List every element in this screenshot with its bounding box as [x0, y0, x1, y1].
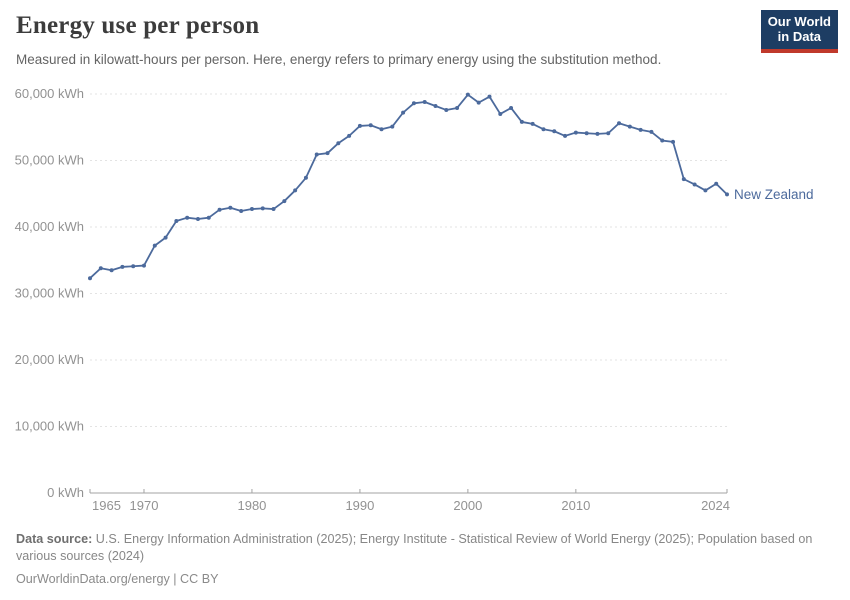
data-point[interactable] [422, 99, 427, 104]
data-point[interactable] [174, 219, 179, 224]
license-link[interactable]: OurWorldinData.org/energy | CC BY [16, 571, 219, 586]
owid-logo-line1: Our World [767, 14, 831, 29]
data-point[interactable] [627, 124, 632, 129]
data-point[interactable] [671, 139, 676, 144]
data-point[interactable] [563, 133, 568, 138]
data-point[interactable] [498, 111, 503, 116]
data-point[interactable] [282, 199, 287, 204]
data-point[interactable] [239, 209, 244, 214]
data-point[interactable] [692, 182, 697, 187]
data-point[interactable] [638, 127, 643, 132]
data-point[interactable] [120, 264, 125, 269]
data-point[interactable] [131, 264, 136, 269]
data-point[interactable] [98, 266, 103, 271]
page-title: Energy use per person [16, 12, 260, 39]
data-point[interactable] [573, 130, 578, 135]
data-point[interactable] [163, 235, 168, 240]
x-axis-label: 2000 [453, 498, 482, 513]
y-axis-label: 0 kWh [47, 485, 84, 500]
data-source-label: Data source: [16, 532, 93, 546]
data-point[interactable] [660, 138, 665, 143]
data-point[interactable] [401, 110, 406, 115]
data-point[interactable] [379, 127, 384, 132]
data-point[interactable] [347, 133, 352, 138]
data-point[interactable] [595, 131, 600, 136]
data-point[interactable] [152, 243, 157, 248]
data-point[interactable] [552, 129, 557, 134]
data-point[interactable] [293, 188, 298, 193]
data-point[interactable] [357, 123, 362, 128]
data-point[interactable] [455, 105, 460, 110]
data-point[interactable] [487, 94, 492, 99]
data-point[interactable] [606, 131, 611, 136]
data-point[interactable] [714, 181, 719, 186]
data-point[interactable] [681, 177, 686, 182]
owid-logo[interactable]: Our World in Data [760, 10, 838, 53]
data-point[interactable] [228, 205, 233, 210]
data-point[interactable] [303, 175, 308, 180]
data-point[interactable] [206, 215, 211, 220]
data-point[interactable] [314, 152, 319, 157]
data-source-line: Data source: U.S. Energy Information Adm… [16, 531, 828, 566]
data-point[interactable] [476, 100, 481, 105]
data-point[interactable] [617, 121, 622, 126]
data-point[interactable] [649, 129, 654, 134]
x-axis-label: 1990 [345, 498, 374, 513]
data-point[interactable] [368, 123, 373, 128]
data-point[interactable] [725, 192, 729, 197]
data-point[interactable] [530, 121, 535, 126]
data-point[interactable] [271, 207, 276, 212]
data-point[interactable] [185, 215, 190, 220]
y-axis-label: 10,000 kWh [15, 419, 84, 434]
data-source-text: U.S. Energy Information Administration (… [16, 532, 813, 564]
x-axis-label: 1965 [92, 498, 121, 513]
data-point[interactable] [141, 263, 146, 268]
line-chart: 0 kWh 10,000 kWh 20,000 kWh 30,000 kWh 40,00… [15, 86, 814, 513]
x-axis-label: 1970 [130, 498, 159, 513]
data-point[interactable] [88, 276, 92, 281]
data-point[interactable] [584, 131, 589, 136]
series-line[interactable] [89, 93, 728, 279]
data-point[interactable] [109, 268, 114, 273]
chart-subtitle: Measured in kilowatt-hours per person. H… [16, 52, 662, 67]
data-point[interactable] [390, 124, 395, 129]
data-point[interactable] [703, 188, 708, 193]
owid-logo-line2: in Data [777, 28, 822, 44]
data-point[interactable] [249, 207, 254, 212]
data-point[interactable] [433, 103, 438, 108]
x-axis-label: 1980 [237, 498, 266, 513]
data-point[interactable] [509, 105, 514, 110]
data-point[interactable] [217, 207, 222, 212]
chart-footer: Data source: U.S. Energy Information Adm… [16, 531, 828, 588]
data-point[interactable] [444, 107, 449, 112]
entity-label[interactable]: New Zealand [734, 187, 814, 202]
data-point[interactable] [541, 127, 546, 132]
y-axis-label: 60,000 kWh [15, 86, 84, 101]
y-axis-label: 20,000 kWh [15, 352, 84, 367]
data-point[interactable] [260, 206, 265, 211]
data-point[interactable] [411, 101, 416, 106]
x-axis-label: 2024 [701, 498, 730, 513]
x-axis-label: 2010 [561, 498, 590, 513]
y-axis-label: 40,000 kWh [15, 219, 84, 234]
data-point[interactable] [325, 151, 330, 156]
data-point[interactable] [195, 217, 200, 222]
y-axis-label: 50,000 kWh [15, 153, 84, 168]
data-point[interactable] [465, 92, 470, 97]
data-point[interactable] [519, 119, 524, 124]
y-axis-label: 30,000 kWh [15, 286, 84, 301]
data-point[interactable] [336, 141, 341, 146]
